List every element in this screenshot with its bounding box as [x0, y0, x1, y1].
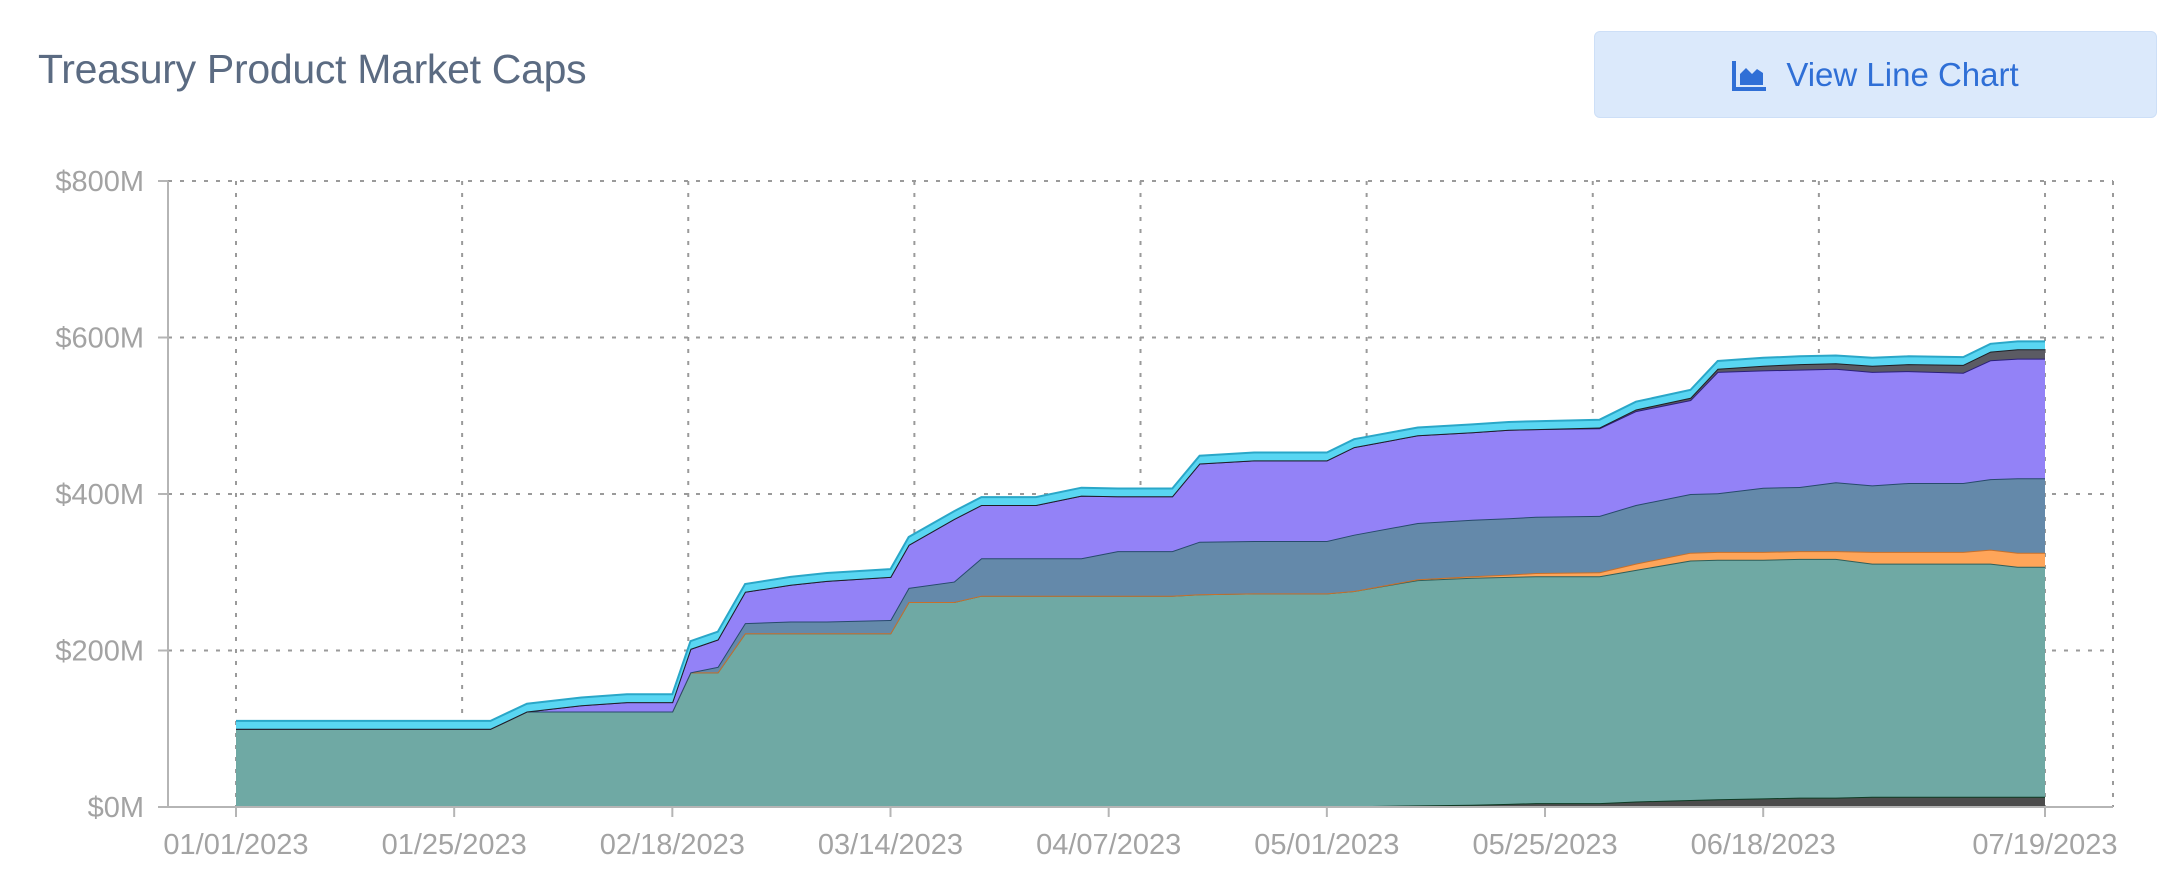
- x-tick-label: 06/18/2023: [1691, 829, 1836, 861]
- series-line-6: [236, 340, 2045, 722]
- y-tick-label: $0M: [88, 792, 144, 824]
- stacked-areas: [236, 340, 2045, 808]
- y-tick-label: $200M: [55, 636, 144, 668]
- view-line-chart-label: View Line Chart: [1786, 55, 2019, 93]
- series-area-1: [236, 558, 2045, 807]
- view-line-chart-button[interactable]: View Line Chart: [1594, 31, 2157, 118]
- area-chart-icon: [1732, 60, 1767, 91]
- x-tick-label: 03/14/2023: [818, 829, 963, 861]
- x-tick-label: 05/25/2023: [1472, 829, 1617, 861]
- x-tick-label: 04/07/2023: [1036, 829, 1181, 861]
- x-tick-label: 07/19/2023: [1972, 829, 2117, 861]
- y-tick-label: $400M: [55, 479, 144, 511]
- y-tick-label: $800M: [55, 166, 144, 198]
- axes: [158, 180, 2113, 817]
- x-tick-label: 01/25/2023: [382, 829, 527, 861]
- x-tick-label: 01/01/2023: [163, 829, 308, 861]
- x-tick-label: 02/18/2023: [600, 829, 745, 861]
- y-tick-label: $600M: [55, 323, 144, 355]
- x-tick-label: 05/01/2023: [1254, 829, 1399, 861]
- series-area-3: [236, 478, 2045, 729]
- series-area-0: [236, 796, 2045, 807]
- chart-title: Treasury Product Market Caps: [38, 46, 587, 92]
- tick-labels: $0M $200M $400M $600M $800M 01/01/2023 01/25/2…: [55, 166, 2117, 861]
- series-area-4: [236, 358, 2045, 729]
